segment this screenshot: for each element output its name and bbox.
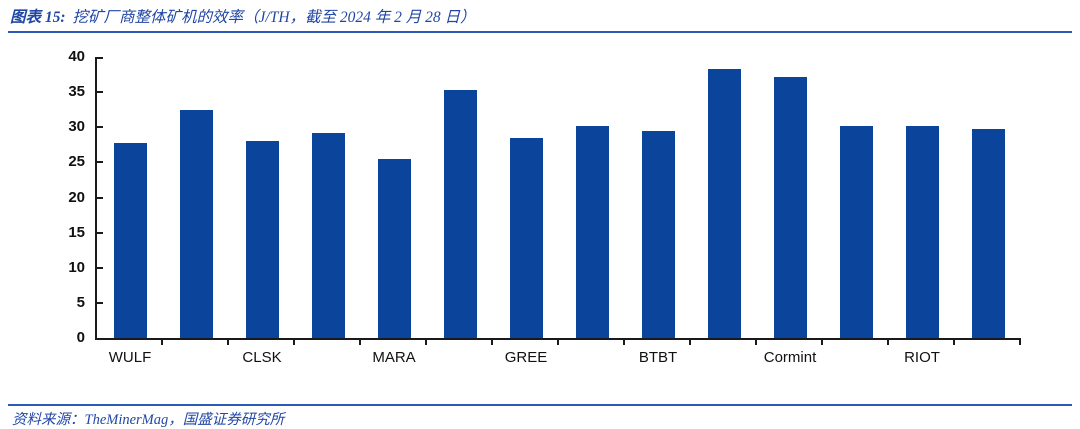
x-axis-category-label: WULF	[108, 349, 152, 366]
y-axis-tick-label: 0	[76, 329, 85, 346]
figure-header: 图表 15: 挖矿厂商整体矿机的效率（J/TH，截至 2024 年 2 月 28 …	[10, 5, 476, 27]
bar	[773, 76, 807, 338]
footer-divider	[8, 404, 1072, 406]
x-axis-category-label: Cormint	[763, 349, 817, 366]
y-axis-tick-label: 30	[68, 118, 85, 136]
bar	[839, 125, 873, 338]
x-axis-category-label: MARA	[372, 349, 416, 366]
x-axis-tick	[623, 340, 625, 345]
x-axis-tick	[755, 340, 757, 345]
y-axis-tick	[97, 196, 103, 199]
bar	[641, 131, 675, 338]
figure-number-label: 图表 15:	[10, 9, 66, 26]
y-axis-tick	[97, 161, 103, 164]
header-divider	[8, 31, 1072, 33]
y-axis-tick	[97, 57, 103, 59]
x-axis-category-label: RIOT	[904, 349, 940, 366]
bar	[509, 137, 543, 338]
bar	[971, 129, 1005, 338]
x-axis-tick	[227, 340, 229, 345]
x-axis-tick	[557, 340, 559, 345]
y-axis-tick	[97, 126, 103, 129]
bar	[377, 158, 411, 338]
y-axis-tick-label: 35	[68, 83, 85, 101]
bar	[179, 109, 213, 338]
y-axis-tick-label: 10	[68, 258, 85, 276]
x-axis-tick	[689, 340, 691, 345]
y-axis-tick	[97, 91, 103, 94]
y-axis-tick	[97, 266, 103, 269]
y-axis-tick-label: 40	[68, 48, 85, 65]
y-axis-tick-label: 5	[76, 293, 85, 311]
y-axis-tick-label: 25	[68, 153, 85, 171]
x-axis-tick	[161, 340, 163, 345]
y-axis-tick	[97, 231, 103, 234]
x-axis-tick	[491, 340, 493, 345]
bar	[113, 142, 147, 338]
bar	[575, 125, 609, 338]
x-axis-tick	[953, 340, 955, 345]
y-axis-tick-label: 20	[68, 188, 85, 206]
bar	[707, 68, 741, 338]
bar	[905, 125, 939, 338]
figure-title: 挖矿厂商整体矿机的效率（J/TH，截至 2024 年 2 月 28 日）	[72, 9, 476, 26]
y-axis-tick-label: 15	[68, 223, 85, 241]
x-axis-tick	[1019, 340, 1021, 345]
x-axis-category-label: GREE	[504, 349, 548, 366]
y-axis-tick	[97, 301, 103, 304]
source-note: 资料来源：TheMinerMag，国盛证券研究所	[12, 412, 285, 428]
x-axis-category-label: BTBT	[638, 349, 678, 366]
bar	[245, 140, 279, 338]
bar	[443, 90, 477, 338]
x-axis-tick	[425, 340, 427, 345]
bar	[311, 132, 345, 338]
x-axis-tick	[293, 340, 295, 345]
x-axis-tick	[887, 340, 889, 345]
x-axis-tick	[359, 340, 361, 345]
x-axis-category-label: CLSK	[242, 349, 282, 366]
x-axis-tick	[821, 340, 823, 345]
bar-chart-plot-area: 0 5 10 15 20 25 30 35 40 WULF CLSK MARA GREE BTBT Corm…	[68, 48, 1021, 366]
